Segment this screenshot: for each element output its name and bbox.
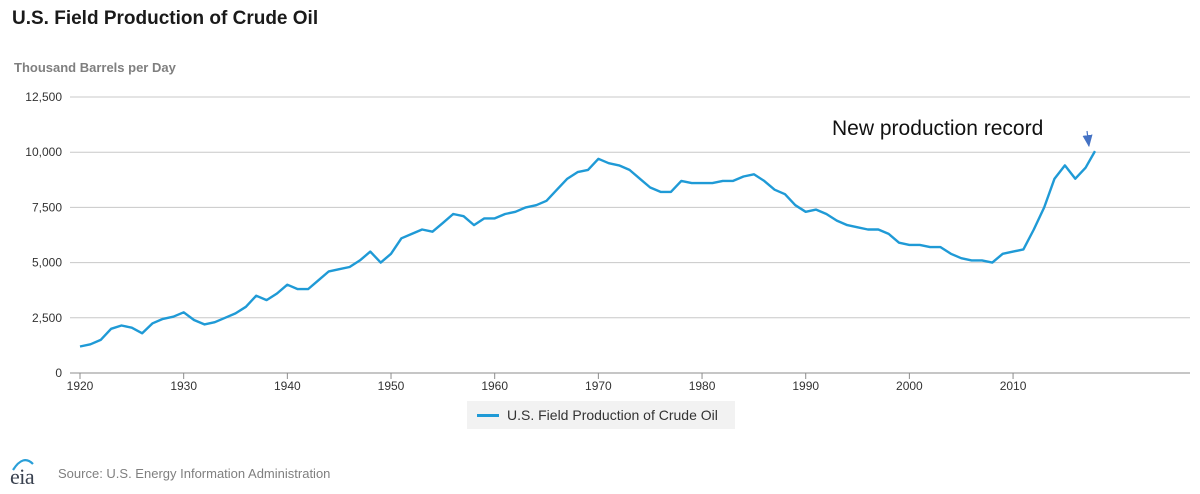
eia-logo-text: eia (10, 464, 35, 489)
y-tick-label: 0 (55, 366, 62, 380)
chart-title: U.S. Field Production of Crude Oil (12, 8, 319, 29)
y-tick-label: 12,500 (25, 90, 62, 104)
legend-label: U.S. Field Production of Crude Oil (507, 407, 718, 423)
x-tick-label: 1970 (585, 379, 612, 393)
y-axis-ticks: 0 2,500 5,000 7,500 10,000 12,500 (25, 90, 62, 380)
source-text: Source: U.S. Energy Information Administ… (58, 465, 331, 481)
series-line (79, 150, 1097, 348)
x-axis-ticks: 1920 1930 1940 1950 1960 1970 1980 1990 2000 2010 (67, 373, 1027, 393)
annotation-text: New production record (832, 117, 1043, 140)
x-tick-label: 1920 (67, 379, 94, 393)
x-tick-label: 2010 (1000, 379, 1027, 393)
y-tick-label: 5,000 (32, 256, 62, 270)
x-tick-label: 1980 (689, 379, 716, 393)
line-chart: 0 2,500 5,000 7,500 10,000 12,500 1920 1930 194… (25, 90, 1190, 393)
series-layer (79, 150, 1097, 348)
x-tick-label: 1960 (481, 379, 508, 393)
y-tick-label: 7,500 (32, 200, 62, 214)
x-tick-label: 1950 (378, 379, 405, 393)
y-tick-label: 2,500 (32, 311, 62, 325)
x-tick-label: 1930 (170, 379, 197, 393)
eia-logo-icon: eia (8, 456, 48, 490)
annotation-arrow (1082, 130, 1093, 148)
gridlines (70, 96, 1190, 374)
x-tick-label: 1990 (792, 379, 819, 393)
x-tick-label: 2000 (896, 379, 923, 393)
y-axis-label: Thousand Barrels per Day (14, 60, 176, 75)
y-tick-label: 10,000 (25, 145, 62, 159)
footer: eia Source: U.S. Energy Information Admi… (8, 456, 330, 490)
x-tick-label: 1940 (274, 379, 301, 393)
annotation: New production record (832, 117, 1093, 148)
legend-swatch (477, 413, 499, 417)
legend[interactable]: U.S. Field Production of Crude Oil (467, 401, 735, 429)
